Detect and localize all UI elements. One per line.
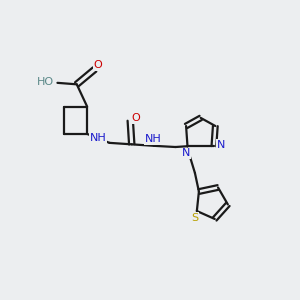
- Text: NH: NH: [145, 134, 162, 144]
- Text: NH: NH: [90, 134, 107, 143]
- Text: O: O: [132, 113, 141, 123]
- Text: S: S: [191, 212, 198, 223]
- Text: N: N: [217, 140, 225, 150]
- Text: HO: HO: [37, 77, 55, 87]
- Text: O: O: [94, 60, 103, 70]
- Text: N: N: [182, 148, 190, 158]
